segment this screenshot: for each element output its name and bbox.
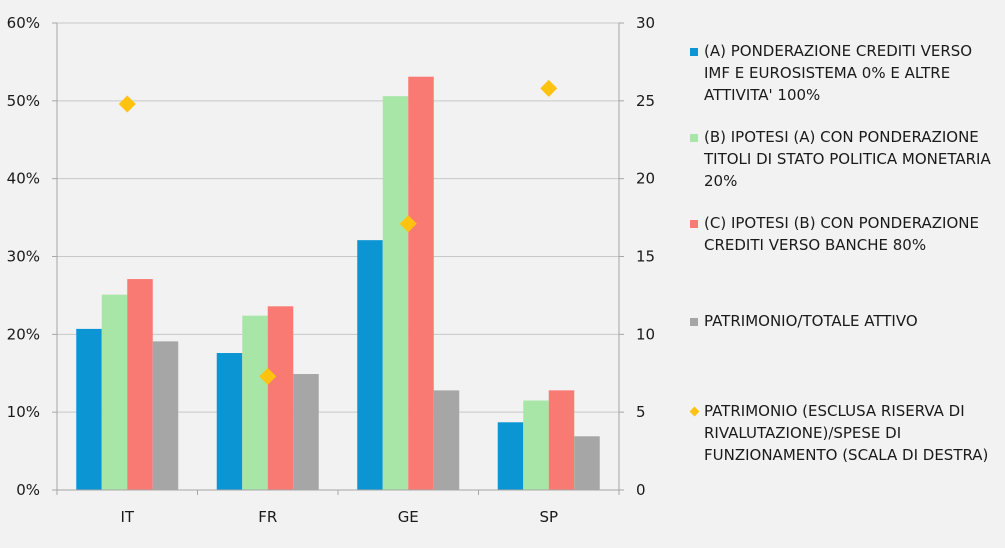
x-tick-label: IT (120, 508, 134, 526)
bar-ge-series-4 (433, 390, 460, 490)
y-left-tick-label: 40% (7, 170, 40, 188)
bar-sp-series-4 (574, 436, 600, 490)
bar-it-series-4 (152, 341, 179, 490)
marker-ge-diamond (399, 215, 417, 233)
bar-ge-series-1 (357, 240, 383, 490)
bar-ge-series-2 (382, 96, 409, 490)
bar-fr-series-4 (293, 374, 319, 490)
y-right-tick-label: 5 (636, 403, 646, 421)
legend-label: (C) IPOTESI (B) CON PONDERAZIONE CREDITI… (704, 214, 979, 254)
legend-item: (B) IPOTESI (A) CON PONDERAZIONE TITOLI … (690, 126, 1002, 192)
legend-label: PATRIMONIO (ESCLUSA RISERVA DI RIVALUTAZ… (704, 402, 989, 464)
y-right-tick-label: 20 (636, 170, 655, 188)
legend-swatch (690, 318, 698, 326)
bar-fr-series-3 (267, 306, 294, 490)
x-tick-label: SP (539, 508, 558, 526)
x-tick-label: FR (258, 508, 277, 526)
legend-label: (A) PONDERAZIONE CREDITI VERSO IMF E EUR… (704, 42, 973, 104)
bar-sp-series-3 (548, 390, 575, 490)
legend-swatch (690, 134, 698, 142)
y-left-tick-label: 60% (7, 14, 40, 32)
legend-swatch (690, 48, 698, 56)
bar-it-series-1 (76, 328, 102, 490)
y-left-tick-label: 30% (7, 248, 40, 266)
legend-label: (B) IPOTESI (A) CON PONDERAZIONE TITOLI … (704, 128, 991, 190)
y-left-tick-label: 20% (7, 325, 40, 343)
bar-fr-series-1 (216, 353, 243, 490)
x-tick-label: GE (398, 508, 419, 526)
legend-item: PATRIMONIO/TOTALE ATTIVO (690, 310, 1002, 332)
bar-sp-series-2 (523, 400, 549, 490)
y-left-tick-label: 50% (7, 92, 40, 110)
legend-item: (C) IPOTESI (B) CON PONDERAZIONE CREDITI… (690, 212, 1002, 256)
y-right-tick-label: 10 (636, 325, 655, 343)
bar-it-series-3 (127, 279, 153, 490)
legend-diamond-swatch (689, 406, 700, 417)
bar-it-series-2 (101, 294, 128, 490)
legend-label: PATRIMONIO/TOTALE ATTIVO (704, 312, 918, 330)
bar-ge-series-3 (408, 76, 434, 490)
y-right-tick-label: 25 (636, 92, 655, 110)
y-right-tick-label: 30 (636, 14, 655, 32)
y-left-tick-label: 10% (7, 403, 40, 421)
bar-fr-series-2 (242, 315, 268, 490)
marker-it-diamond (118, 95, 136, 113)
bar-sp-series-1 (497, 422, 524, 490)
marker-sp-diamond (540, 79, 558, 97)
y-right-tick-label: 0 (636, 481, 646, 499)
legend-item: PATRIMONIO (ESCLUSA RISERVA DI RIVALUTAZ… (689, 400, 1002, 466)
y-right-tick-label: 15 (636, 248, 655, 266)
legend-item: (A) PONDERAZIONE CREDITI VERSO IMF E EUR… (690, 40, 1002, 106)
legend-swatch (690, 220, 698, 228)
y-left-tick-label: 0% (16, 481, 40, 499)
marker-fr-diamond (259, 367, 277, 385)
